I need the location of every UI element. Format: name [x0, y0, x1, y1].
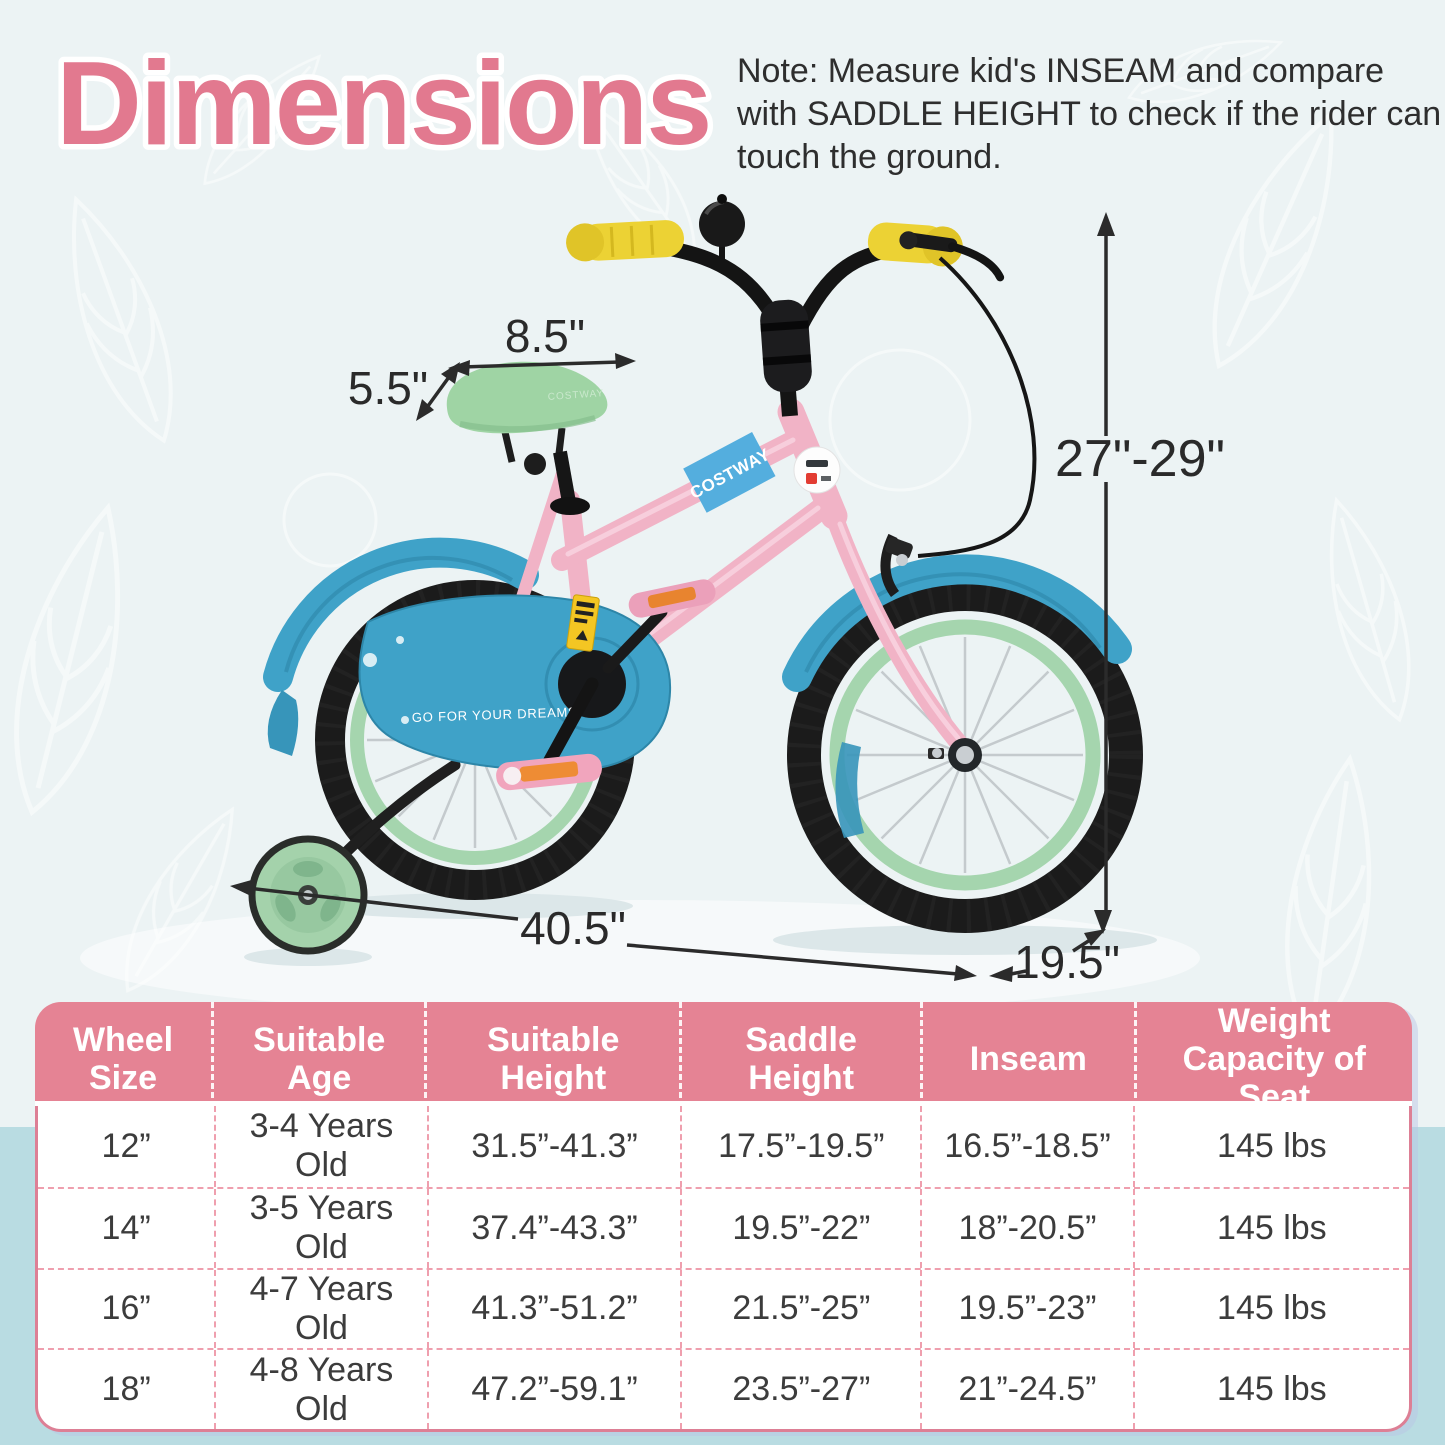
- column-header-inseam: Inseam: [923, 1002, 1137, 1117]
- arrow-left-icon: [448, 360, 470, 376]
- bell-icon: [699, 194, 745, 262]
- arrow-left-icon: [989, 966, 1013, 982]
- handlebar: [566, 194, 1037, 597]
- head-badge: [793, 446, 841, 494]
- table-cell: 4-8 Years Old: [216, 1350, 429, 1429]
- dimension-handlebar-height: 27"-29": [1055, 212, 1225, 934]
- table-cell: 3-4 Years Old: [216, 1106, 429, 1187]
- arrow-up-right-icon: [441, 362, 460, 384]
- size-table-body: 12” 3-4 Years Old 31.5”-41.3” 17.5”-19.5…: [35, 1106, 1412, 1432]
- table-cell: 14”: [38, 1188, 217, 1268]
- saddle: COSTWAY: [446, 361, 608, 515]
- rear-fender: [263, 537, 539, 756]
- table-cell: 4-7 Years Old: [216, 1269, 429, 1349]
- table-cell: 19.5”-22”: [682, 1188, 923, 1268]
- table-cell: 145 lbs: [1217, 1208, 1327, 1247]
- pedal-far: [602, 579, 716, 674]
- brake-lever: [899, 231, 1005, 282]
- handlebar-width-label: 19.5": [1014, 936, 1120, 988]
- page-title: Dimensions: [51, 32, 719, 176]
- arrow-left-icon: [230, 879, 255, 897]
- bike-diagram: GO FOR YOUR DREAMS COSTWAY: [80, 194, 1225, 1010]
- overall-length-label: 40.5": [520, 902, 626, 954]
- column-header-saddle-height: Saddle Height: [682, 1002, 924, 1117]
- note-text: Note: Measure kid's INSEAM and compare w…: [737, 52, 1442, 177]
- table-cell: 21.5”-25”: [682, 1269, 923, 1349]
- table-row: 18” 4-8 Years Old 47.2”-59.1” 23.5”-27” …: [38, 1348, 1409, 1429]
- table-cell: 145 lbs: [1217, 1126, 1327, 1165]
- table-cell: 19.5”-23”: [922, 1269, 1135, 1349]
- arrow-right-icon: [954, 965, 977, 981]
- table-cell: 47.2”-59.1”: [429, 1350, 683, 1429]
- table-cell: 41.3”-51.2”: [429, 1269, 683, 1349]
- column-header-suitable-age: Suitable Age: [214, 1002, 428, 1117]
- arrow-up-right-icon: [1084, 929, 1106, 946]
- table-cell: 16”: [38, 1269, 217, 1349]
- size-table: Wheel Size Suitable Age Suitable Height …: [35, 1002, 1412, 1432]
- table-cell: 16.5”-18.5”: [922, 1106, 1135, 1187]
- table-row: 16” 4-7 Years Old 41.3”-51.2” 21.5”-25” …: [38, 1267, 1409, 1349]
- saddle-brand-label: COSTWAY: [547, 388, 604, 403]
- front-fender: [782, 554, 1132, 838]
- front-wheel: [787, 577, 1143, 933]
- table-cell: 17.5”-19.5”: [682, 1106, 923, 1187]
- stem-pad: [760, 299, 812, 393]
- table-cell: 18”: [38, 1350, 217, 1429]
- left-grip: [566, 220, 685, 262]
- table-cell: 31.5”-41.3”: [429, 1106, 683, 1187]
- arrow-up-icon: [1097, 212, 1115, 236]
- chain-guard-slogan: GO FOR YOUR DREAMS: [412, 704, 578, 725]
- table-row: 14” 3-5 Years Old 37.4”-43.3” 19.5”-22” …: [38, 1186, 1409, 1268]
- saddle-length-label: 8.5": [505, 310, 585, 362]
- dimension-saddle-width: 5.5": [348, 362, 460, 421]
- column-header-suitable-height: Suitable Height: [427, 1002, 683, 1117]
- chain-guard: GO FOR YOUR DREAMS: [358, 594, 672, 772]
- table-cell: 23.5”-27”: [682, 1350, 923, 1429]
- table-cell: 3-5 Years Old: [216, 1188, 429, 1268]
- handlebar-height-label: 27"-29": [1055, 430, 1225, 488]
- arrow-right-icon: [615, 353, 636, 369]
- table-cell: 37.4”-43.3”: [429, 1188, 683, 1268]
- floor-shadow: [80, 893, 1200, 1010]
- page-title-text: Dimensions: [56, 37, 711, 170]
- table-cell: 21”-24.5”: [922, 1350, 1135, 1429]
- table-row: 12” 3-4 Years Old 31.5”-41.3” 17.5”-19.5…: [38, 1106, 1409, 1187]
- dimension-overall-length: 40.5": [230, 879, 977, 981]
- arrow-down-left-icon: [416, 399, 434, 421]
- warning-sticker: [566, 594, 600, 652]
- table-cell: 18”-20.5”: [922, 1188, 1135, 1268]
- pedal-near: [496, 677, 602, 791]
- column-header-wheel-size: Wheel Size: [35, 1002, 214, 1117]
- size-table-header: Wheel Size Suitable Age Suitable Height …: [35, 1002, 1412, 1117]
- front-brake-caliper: [880, 533, 913, 597]
- saddle-width-label: 5.5": [348, 362, 428, 414]
- dimension-saddle-length: 8.5": [448, 310, 636, 376]
- table-cell: 145 lbs: [1217, 1289, 1327, 1328]
- column-header-weight-capacity: Weight Capacity of Seat: [1182, 1002, 1366, 1117]
- table-cell: 145 lbs: [1217, 1370, 1327, 1409]
- table-cell: 12”: [38, 1106, 217, 1187]
- dimension-handlebar-width: 19.5": [989, 929, 1120, 988]
- front-hub: [928, 738, 982, 772]
- arrow-down-icon: [1094, 910, 1112, 934]
- brake-cable: [917, 256, 1037, 558]
